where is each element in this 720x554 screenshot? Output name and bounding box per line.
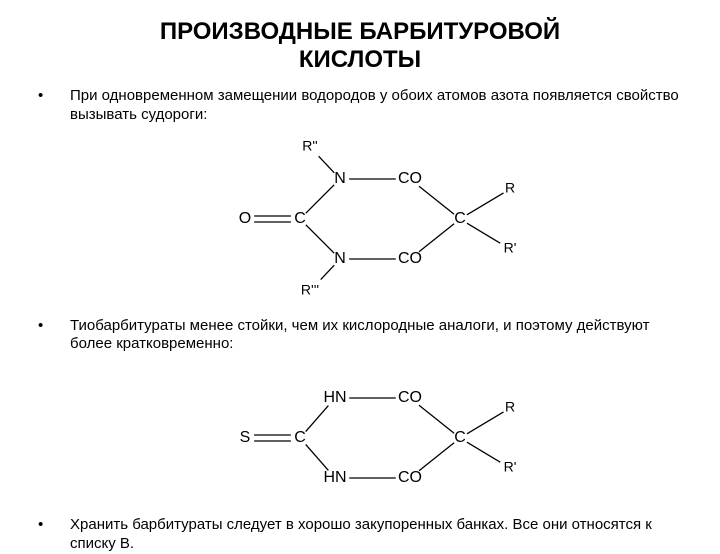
bullet-3-text: Хранить барбитураты следует в хорошо зак… [70, 516, 652, 552]
svg-text:CO: CO [398, 389, 422, 406]
title-line-2: КИСЛОТЫ [299, 46, 421, 73]
svg-text:R: R [505, 399, 515, 415]
svg-text:C: C [454, 429, 466, 446]
svg-text:O: O [239, 210, 251, 227]
svg-text:S: S [240, 429, 251, 446]
svg-text:R''': R''' [301, 281, 319, 297]
svg-text:CO: CO [398, 170, 422, 187]
svg-text:N: N [334, 250, 346, 267]
molecule-diagram-1: R''NCOCRR'CONCOR''' [210, 129, 550, 309]
svg-text:N: N [334, 170, 346, 187]
bullet-3: Хранить барбитураты следует в хорошо зак… [30, 516, 690, 554]
slide-title: ПРОИЗВОДНЫЕ БАРБИТУРОВОЙ КИСЛОТЫ [30, 18, 690, 73]
svg-text:R': R' [504, 239, 517, 255]
diagram-2-wrap: HN CO C R R' CO HN C S [70, 358, 690, 508]
bullet-1: При одновременном замещении водородов у … [30, 87, 690, 309]
svg-text:CO: CO [398, 250, 422, 267]
svg-text:R': R' [504, 459, 517, 475]
bullet-2: Тиобарбитураты менее стойки, чем их кисл… [30, 317, 690, 509]
title-line-1: ПРОИЗВОДНЫЕ БАРБИТУРОВОЙ [160, 18, 560, 45]
diagram-1-wrap: R''NCOCRR'CONCOR''' [70, 129, 690, 309]
bullet-2-text: Тиобарбитураты менее стойки, чем их кисл… [70, 317, 649, 353]
bullet-1-text: При одновременном замещении водородов у … [70, 87, 679, 123]
svg-text:R: R [505, 179, 515, 195]
molecule-diagram-2: HN CO C R R' CO HN C S [210, 358, 550, 508]
svg-text:HN: HN [323, 469, 346, 486]
svg-text:R'': R'' [302, 137, 317, 153]
slide: ПРОИЗВОДНЫЕ БАРБИТУРОВОЙ КИСЛОТЫ При одн… [0, 0, 720, 540]
svg-text:CO: CO [398, 469, 422, 486]
svg-text:C: C [294, 429, 306, 446]
bullet-list: При одновременном замещении водородов у … [30, 87, 690, 554]
svg-text:C: C [454, 210, 466, 227]
svg-text:C: C [294, 210, 306, 227]
svg-text:HN: HN [323, 389, 346, 406]
